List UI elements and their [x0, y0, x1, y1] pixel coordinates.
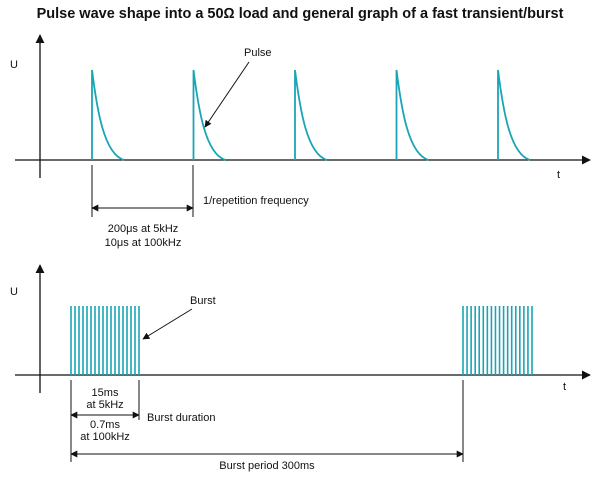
pulse-graph: U t Pulse 1/repetition frequency 200μs a… — [10, 34, 591, 249]
pulse-waveform — [192, 69, 226, 161]
duration-100khz-label: at 100kHz — [80, 431, 130, 443]
pulse-train — [91, 69, 531, 161]
burst-first — [70, 306, 140, 375]
bottom-x-axis-label: t — [563, 381, 566, 393]
bottom-y-axis-label: U — [10, 286, 18, 298]
burst-duration-label: Burst duration — [147, 412, 215, 424]
burst-label: Burst — [190, 295, 216, 307]
duration-5khz-label: at 5kHz — [86, 399, 123, 411]
duration-15ms-label: 15ms — [92, 387, 119, 399]
pulse-label: Pulse — [244, 47, 272, 59]
pulse-pointer-arrow — [204, 61, 250, 128]
burst-pointer-arrow — [142, 308, 193, 340]
pulse-waveform — [294, 69, 328, 161]
period-100khz-label: 10μs at 100kHz — [105, 237, 182, 249]
pulse-waveform — [497, 69, 531, 161]
diagram-title: Pulse wave shape into a 50Ω load and gen… — [37, 6, 564, 22]
repetition-frequency-label: 1/repetition frequency — [203, 195, 309, 207]
pulse-waveform — [395, 69, 429, 161]
burst-second — [462, 306, 533, 375]
top-x-axis-label: t — [557, 169, 560, 181]
burst-graph: U t Burst 15ms at 5kHz 0.7ms at 100kHz B… — [10, 264, 591, 472]
period-5khz-label: 200μs at 5kHz — [108, 223, 179, 235]
burst-period-label: Burst period 300ms — [219, 460, 315, 472]
pulse-waveform — [91, 69, 125, 161]
duration-07ms-label: 0.7ms — [90, 419, 120, 431]
top-y-axis-label: U — [10, 59, 18, 71]
